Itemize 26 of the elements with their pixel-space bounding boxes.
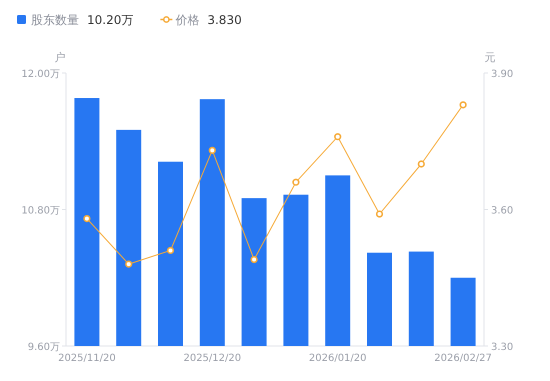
x-tick-label: 2026/01/20 xyxy=(308,353,367,364)
point xyxy=(166,246,174,254)
y2-tick-label: 3.60 xyxy=(491,206,514,216)
point xyxy=(250,256,258,264)
point xyxy=(208,146,216,154)
point xyxy=(292,178,300,186)
point xyxy=(460,101,467,108)
y-axis-title: 户 xyxy=(54,51,66,64)
y2-tick-label: 3.90 xyxy=(491,69,514,80)
y-tick-label: 10.80万 xyxy=(21,206,60,216)
point xyxy=(334,133,342,140)
legend-label: 价格 xyxy=(174,13,200,27)
point xyxy=(418,160,425,168)
x-tick-label: 2026/02/27 xyxy=(434,353,492,364)
y2-tick-label: 3.30 xyxy=(491,342,514,353)
y2-axis-title: 元 xyxy=(484,51,496,64)
text: 10.20万 xyxy=(87,13,134,27)
text: 3.830 xyxy=(207,13,242,27)
point xyxy=(376,210,384,218)
legend-label: 股东数量 xyxy=(31,13,79,27)
x-tick-label: 2025/12/20 xyxy=(183,353,242,364)
point xyxy=(125,260,132,268)
x-tick-label: 2025/11/20 xyxy=(58,353,116,364)
point xyxy=(83,215,90,222)
y-tick-label: 9.60万 xyxy=(28,342,60,353)
y-tick-label: 12.00万 xyxy=(21,69,60,80)
